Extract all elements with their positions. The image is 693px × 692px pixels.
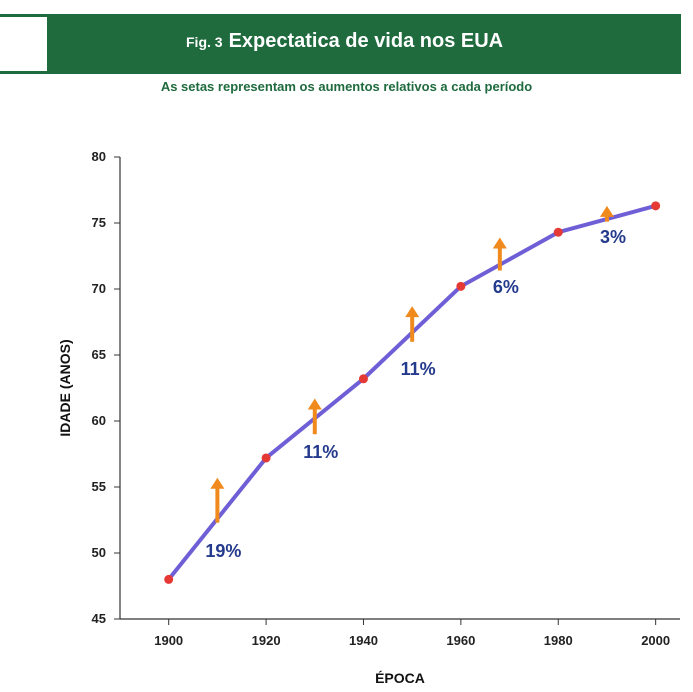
y-tick-label: 45 (92, 611, 106, 626)
x-tick-label: 2000 (641, 633, 670, 648)
data-point (261, 453, 271, 463)
increase-arrow-head (405, 306, 420, 318)
chart-marks: 19% 11% 11% 6% 3% (164, 201, 661, 584)
y-tick-label: 70 (92, 281, 106, 296)
chart-axes: 45 50 55 60 65 70 75 80 1900 1920 1940 1960 1980 2000 (92, 149, 680, 648)
data-point (553, 227, 563, 237)
increase-arrow-head (492, 237, 507, 249)
increase-percent-label: 3% (600, 227, 626, 247)
x-tick-label: 1920 (252, 633, 281, 648)
y-tick-label: 55 (92, 479, 106, 494)
increase-percent-label: 19% (205, 541, 241, 561)
increase-percent-label: 11% (401, 359, 436, 379)
y-tick-label: 80 (92, 149, 106, 164)
data-point (358, 374, 368, 384)
increase-arrow-head (599, 205, 614, 217)
increase-arrow-head (307, 398, 322, 410)
figure-title: Fig. 3 Expectatica de vida nos EUA (186, 30, 503, 53)
data-point (651, 201, 661, 211)
x-axis-title: ÉPOCA (375, 670, 425, 686)
increase-percent-label: 6% (493, 277, 519, 297)
series-line (166, 203, 658, 582)
x-tick-label: 1940 (349, 633, 378, 648)
x-tick-label: 1960 (446, 633, 475, 648)
x-tick-label: 1980 (544, 633, 573, 648)
figure-number: Fig. 3 (186, 34, 223, 50)
increase-arrow-head (210, 477, 225, 489)
y-axis-title: IDADE (ANOS) (57, 339, 73, 436)
data-point (164, 574, 174, 584)
y-tick-label: 60 (92, 413, 106, 428)
figure-subtitle: As setas representam os aumentos relativ… (160, 79, 533, 94)
x-tick-label: 1900 (154, 633, 183, 648)
title-left-box (0, 17, 47, 71)
title-band: Fig. 3 Expectatica de vida nos EUA (0, 14, 681, 74)
data-point (456, 281, 466, 291)
y-tick-label: 75 (92, 215, 106, 230)
y-tick-label: 50 (92, 545, 106, 560)
figure-title-text: Expectatica de vida nos EUA (228, 30, 504, 52)
increase-percent-label: 11% (303, 442, 338, 462)
y-tick-label: 65 (92, 347, 106, 362)
